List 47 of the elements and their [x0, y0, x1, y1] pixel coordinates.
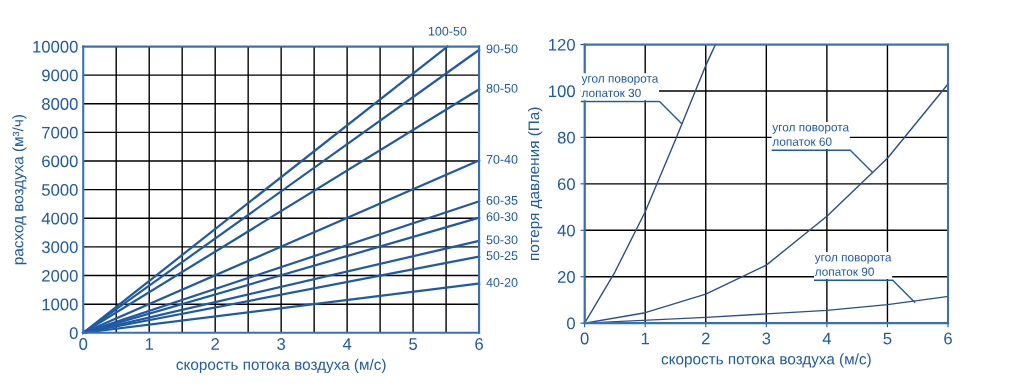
- y-tick-label: 80: [557, 131, 575, 144]
- x-tick-label: 6: [944, 332, 952, 345]
- y-tick-label: 4000: [41, 212, 78, 225]
- series-label: 60-35: [486, 195, 518, 205]
- series-label: 60-30: [486, 212, 518, 222]
- x-tick-label: 5: [409, 338, 418, 350]
- y-tick-label: 7000: [42, 126, 78, 139]
- series-label: 90-50: [486, 44, 518, 54]
- y-tick-label: 8000: [42, 98, 78, 110]
- annotation: угол поворота лопаток 60: [772, 124, 850, 146]
- series-label: 50-25: [486, 251, 518, 260]
- series-label: 100-50: [428, 26, 467, 36]
- y-tick-label: 2000: [42, 269, 78, 282]
- x-tick-label: 6: [475, 338, 483, 350]
- series-label: 40-20: [486, 278, 518, 287]
- x-tick-label: 3: [277, 338, 286, 350]
- series-label: 80-50: [486, 83, 518, 93]
- y-tick-label: 0: [567, 317, 575, 330]
- y-tick-label: 6000: [42, 155, 78, 168]
- y-tick-label: 60: [557, 178, 575, 191]
- y-tick-label: 120: [549, 38, 575, 51]
- x-axis-title: скорость потока воздуха (м/с): [661, 353, 871, 368]
- x-tick-label: 4: [342, 338, 352, 350]
- y-tick-label: 5000: [41, 184, 78, 196]
- y-tick-label: 20: [557, 271, 575, 283]
- x-tick-label: 0: [79, 338, 88, 350]
- x-tick-label: 4: [822, 332, 832, 345]
- y-tick-label: 1000: [42, 298, 78, 311]
- x-tick-label: 2: [211, 338, 219, 350]
- x-tick-label: 5: [883, 332, 892, 345]
- y-tick-label: 3000: [41, 241, 78, 254]
- x-tick-label: 1: [145, 338, 154, 350]
- x-tick-label: 0: [580, 332, 589, 345]
- y-axis-title: расход воздуха (м³/ч): [12, 115, 27, 265]
- y-tick-label: 40: [557, 224, 575, 237]
- y-tick-label: 10000: [33, 40, 78, 53]
- x-tick-label: 3: [762, 332, 771, 345]
- x-tick-label: 2: [701, 332, 710, 345]
- y-tick-label: 9000: [42, 69, 78, 82]
- x-tick-label: 1: [641, 332, 650, 345]
- y-tick-label: 100: [549, 85, 575, 98]
- annotation: угол поворота лопаток 90: [814, 255, 892, 276]
- series-label: 70-40: [486, 154, 518, 164]
- x-axis-title: скорость потока воздуха (м/с): [176, 358, 386, 374]
- annotation: угол поворота лопаток 30: [581, 76, 659, 98]
- y-axis-title: потеря давления (Па): [528, 107, 543, 260]
- series-label: 50-30: [486, 235, 518, 245]
